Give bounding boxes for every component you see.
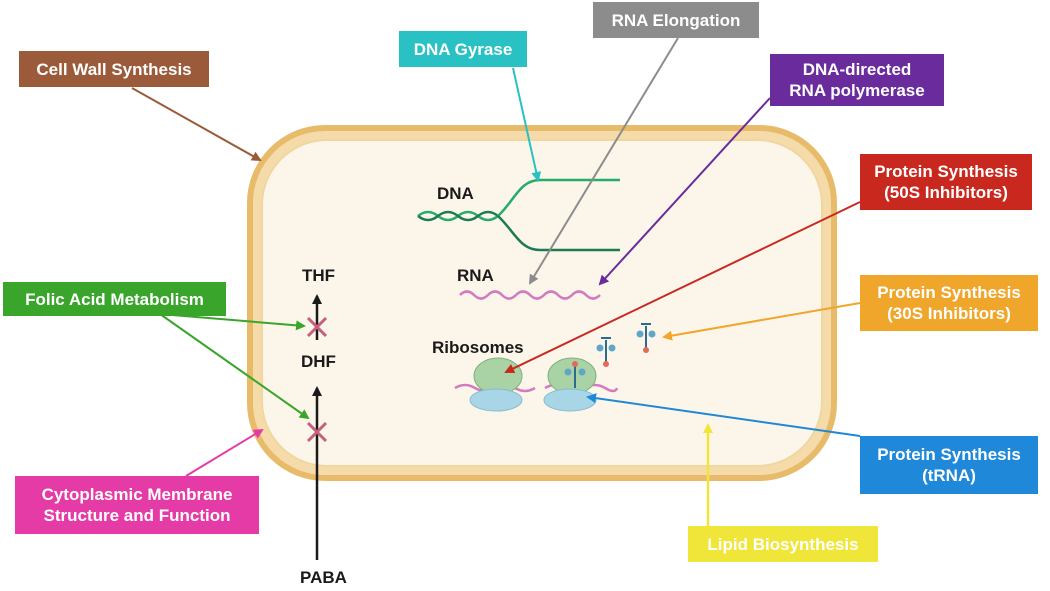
rna-elongation-box: RNA Elongation bbox=[593, 2, 759, 38]
protein-synthesis-30s-text-1: Protein Synthesis bbox=[877, 283, 1021, 302]
membrane-box: Cytoplasmic Membrane Structure and Funct… bbox=[15, 476, 259, 534]
dna-gyrase-text: DNA Gyrase bbox=[413, 39, 513, 59]
rna-polymerase-text-1: DNA-directed bbox=[802, 60, 912, 79]
membrane-text-1: Cytoplasmic Membrane bbox=[41, 485, 233, 504]
protein-synthesis-trna-text-2: (tRNA) bbox=[922, 466, 976, 485]
inhibit-x-icon bbox=[306, 421, 328, 443]
dna-gyrase-arrow bbox=[512, 67, 542, 182]
membrane-text-2: Structure and Function bbox=[43, 506, 231, 525]
cell-wall-synthesis-box: Cell Wall Synthesis bbox=[19, 51, 209, 87]
protein-synthesis-50s-text-2: (50S Inhibitors) bbox=[884, 183, 1008, 202]
folic-acid-arrow-dhf bbox=[159, 313, 310, 420]
lipid-biosynthesis-box: Lipid Biosynthesis bbox=[688, 526, 878, 562]
ribosome-right bbox=[543, 357, 619, 412]
rna-elongation-arrow bbox=[528, 37, 679, 285]
cell-membrane bbox=[261, 139, 823, 467]
rna-polymerase-box: DNA-directed RNA polymerase bbox=[770, 54, 944, 106]
rna-polymerase-text-2: RNA polymerase bbox=[789, 81, 925, 100]
folic-acid-metabolism-text: Folic Acid Metabolism bbox=[25, 289, 204, 309]
paba-label: PABA bbox=[300, 568, 347, 587]
folic-acid-metabolism-box: Folic Acid Metabolism bbox=[3, 282, 226, 316]
trna-bound-icon bbox=[564, 361, 586, 388]
inhibit-x-icon bbox=[306, 316, 328, 338]
cell-wall-synthesis-text: Cell Wall Synthesis bbox=[36, 59, 192, 79]
protein-synthesis-trna-text-1: Protein Synthesis bbox=[877, 445, 1021, 464]
dna-gyrase-box: DNA Gyrase bbox=[399, 31, 527, 67]
dhf-label: DHF bbox=[301, 352, 336, 371]
protein-30s-arrow bbox=[662, 302, 861, 341]
rna-elongation-text: RNA Elongation bbox=[611, 10, 741, 30]
ribosomes-label: Ribosomes bbox=[432, 338, 524, 357]
membrane-arrow bbox=[185, 428, 264, 477]
protein-trna-arrow bbox=[586, 393, 861, 437]
protein-50s-arrow bbox=[504, 201, 861, 374]
protein-synthesis-30s-box: Protein Synthesis (30S Inhibitors) bbox=[860, 275, 1038, 331]
trna-icon bbox=[636, 323, 656, 353]
cell-wall-arrow bbox=[131, 87, 262, 161]
thf-label: THF bbox=[302, 266, 336, 285]
rna-strand bbox=[459, 290, 601, 300]
protein-synthesis-50s-box: Protein Synthesis (50S Inhibitors) bbox=[860, 154, 1032, 210]
trna-icon bbox=[596, 337, 616, 367]
lipid-biosynthesis-text: Lipid Biosynthesis bbox=[707, 534, 859, 554]
protein-synthesis-50s-text-1: Protein Synthesis bbox=[874, 162, 1018, 181]
rna-label: RNA bbox=[457, 266, 494, 285]
protein-synthesis-30s-text-2: (30S Inhibitors) bbox=[887, 304, 1011, 323]
folic-acid-arrow-thf bbox=[159, 313, 306, 331]
protein-synthesis-trna-box: Protein Synthesis (tRNA) bbox=[860, 436, 1038, 494]
rna-polymerase-arrow bbox=[598, 97, 771, 286]
dna-label: DNA bbox=[437, 184, 474, 203]
